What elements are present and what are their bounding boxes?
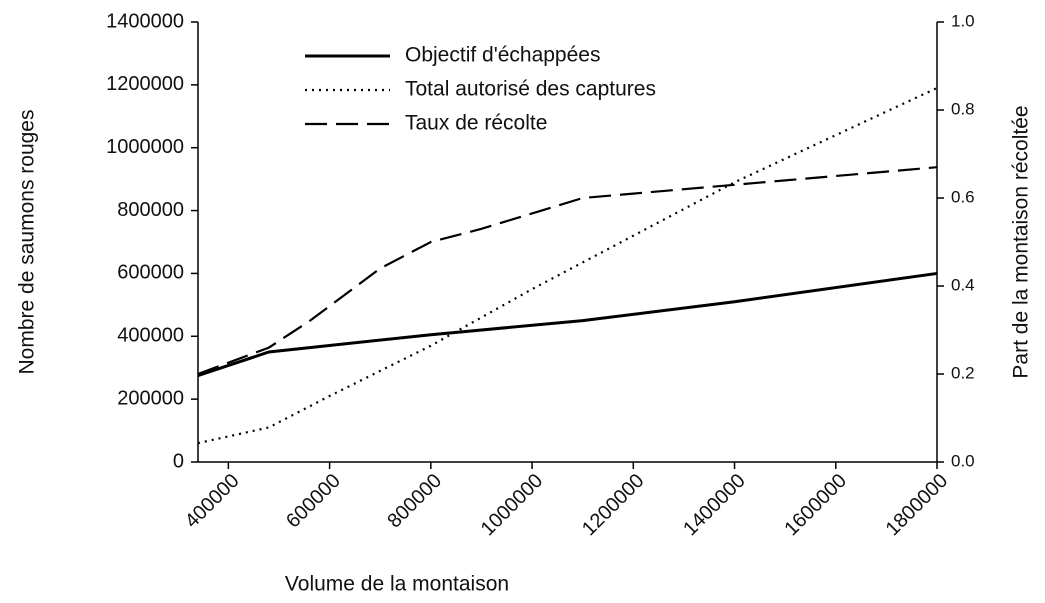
x-tick-label: 800000 <box>383 470 446 533</box>
x-tick-label: 600000 <box>282 470 345 533</box>
x-tick-label: 1200000 <box>578 470 649 541</box>
legend-label: Objectif d'échappées <box>405 44 600 67</box>
y-tick-label: 400000 <box>117 325 184 347</box>
legend-label: Taux de récolte <box>405 112 547 135</box>
y2-axis-label: Part de la montaison récoltée <box>1010 105 1033 378</box>
y2-tick-label: 0.6 <box>951 187 975 206</box>
x-tick-label: 1800000 <box>882 470 953 541</box>
y2-tick-label: 1.0 <box>951 11 975 30</box>
x-tick-label: 1400000 <box>679 470 750 541</box>
y2-tick-label: 0.4 <box>951 275 975 294</box>
series-line <box>197 271 938 377</box>
y2-tick-label: 0.8 <box>951 99 975 118</box>
y2-tick-label: 0.2 <box>951 363 975 382</box>
x-axis-label: Volume de la montaison <box>285 573 509 596</box>
y-tick-label: 0 <box>173 450 184 472</box>
series-line <box>197 166 938 376</box>
y-axis-label: Nombre de saumons rouges <box>16 110 39 375</box>
y-tick-label: 1400000 <box>106 10 184 32</box>
y-tick-label: 800000 <box>117 199 184 221</box>
series-line <box>197 87 938 445</box>
y2-tick-label: 0.0 <box>951 451 975 470</box>
legend-label: Total autorisé des captures <box>405 78 656 101</box>
x-tick-label: 400000 <box>181 470 244 533</box>
y-tick-label: 1200000 <box>106 73 184 95</box>
y-tick-label: 1000000 <box>106 136 184 158</box>
x-tick-label: 1600000 <box>780 470 851 541</box>
y-tick-label: 200000 <box>117 387 184 409</box>
x-tick-label: 1000000 <box>477 470 548 541</box>
y-tick-label: 600000 <box>117 262 184 284</box>
